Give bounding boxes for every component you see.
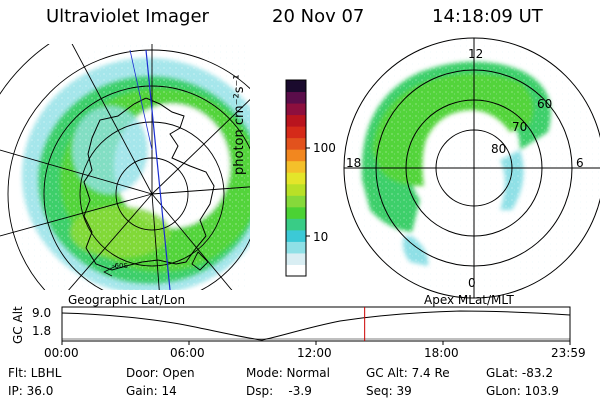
info-gc-alt: GC Alt: 7.4 Re — [366, 366, 450, 380]
info-gain: Gain: 14 — [126, 384, 177, 398]
colorbar-swatch — [286, 218, 306, 231]
apex-polar-panel — [343, 37, 600, 299]
colorbar-tick-10: 10 — [313, 230, 329, 244]
latlon-grid — [0, 44, 250, 290]
colorbar-swatch — [286, 80, 306, 93]
timeline-xtick-0000: 00:00 — [44, 346, 79, 360]
mlt-label-18: 18 — [346, 156, 362, 170]
panel-label-apex: Apex MLat/MLT — [424, 293, 514, 307]
mlat-label-60: 60 — [537, 97, 553, 111]
observation-date: 20 Nov 07 — [272, 6, 365, 27]
panel-label-geographic: Geographic Lat/Lon — [68, 293, 186, 307]
subsatellite-track — [145, 49, 171, 290]
mlt-label-6: 6 — [576, 156, 584, 170]
colorbar-swatch — [286, 126, 306, 139]
colorbar-swatch — [286, 91, 306, 104]
timeline-xtick-2359: 23:59 — [551, 346, 586, 360]
gc-altitude-curve — [61, 310, 571, 341]
info-filter: Flt: LBHL — [8, 366, 62, 380]
timeline-xtick-0600: 06:00 — [170, 346, 205, 360]
colorbar-swatch — [286, 103, 306, 116]
info-ip: IP: 36.0 — [8, 384, 54, 398]
colorbar-swatch — [286, 206, 306, 219]
colorbar-swatch — [286, 137, 306, 150]
timeline-xtick-1200: 12:00 — [297, 346, 332, 360]
colorbar-swatch — [286, 264, 306, 277]
timeline-ytick-max: 9.0 — [32, 306, 52, 320]
info-glat: GLat: -83.2 — [486, 366, 553, 380]
info-door: Door: Open — [126, 366, 195, 380]
timeline-xtick-1800: 18:00 — [424, 346, 459, 360]
mlat-label-70: 70 — [512, 120, 528, 134]
colorbar-swatch — [286, 241, 306, 254]
colorbar-swatch — [286, 183, 306, 196]
mlt-label-0: 0 — [468, 276, 476, 290]
colorbar-swatch — [286, 172, 306, 185]
colorbar — [285, 79, 310, 277]
geographic-map-panel — [0, 44, 250, 290]
colorbar-swatch — [286, 114, 306, 127]
timeline-ytick-min: 1.8 — [32, 324, 52, 338]
antarctica-coastline — [83, 97, 215, 271]
colorbar-tick-100: 100 — [313, 141, 336, 155]
lat-ring-label-60: -60S — [112, 262, 128, 270]
mlat-label-80: 80 — [491, 142, 507, 156]
colorbar-swatch — [286, 160, 306, 173]
info-glon: GLon: 103.9 — [486, 384, 559, 398]
colorbar-swatch — [286, 229, 306, 242]
colorbar-swatch — [286, 252, 306, 265]
info-dsp: Dsp: -3.9 — [246, 384, 312, 398]
colorbar-swatch — [286, 149, 306, 162]
colorbar-swatch — [286, 195, 306, 208]
info-seq: Seq: 39 — [366, 384, 412, 398]
info-mode: Mode: Normal — [246, 366, 330, 380]
colorbar-unit-label: photon cm⁻²s⁻¹ — [232, 74, 247, 175]
colorbar-frame — [285, 79, 307, 277]
mlt-label-12: 12 — [468, 47, 484, 61]
observation-time: 14:18:09 UT — [432, 6, 543, 27]
instrument-title: Ultraviolet Imager — [46, 6, 209, 27]
altitude-timeline — [61, 306, 571, 345]
timeline-axis-label: GC Alt — [11, 306, 25, 344]
